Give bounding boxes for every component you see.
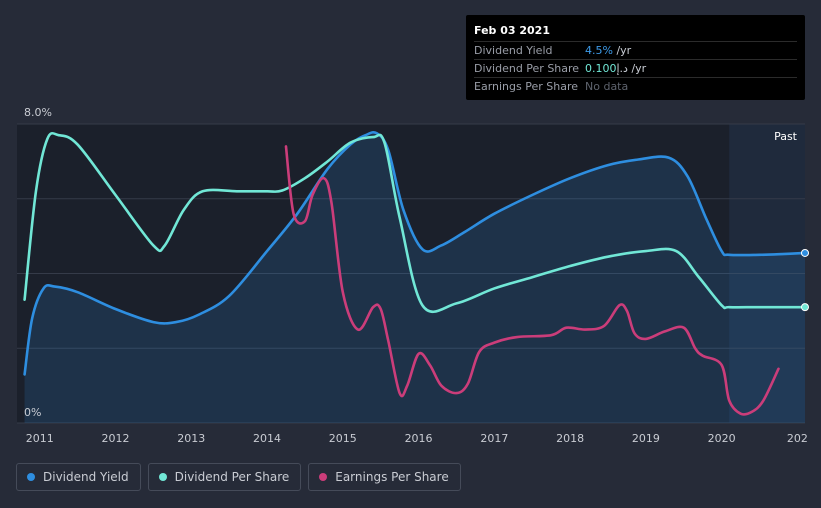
tooltip-label: Dividend Per Share (474, 62, 580, 75)
y-axis-labels: 8.0% 0% (24, 106, 52, 419)
legend-earnings-per-share[interactable]: Earnings Per Share (308, 463, 461, 491)
y-tick-label-top: 8.0% (24, 106, 52, 119)
x-tick-label: 2019 (632, 432, 660, 445)
x-tick-label: 2011 (26, 432, 54, 445)
tooltip-row-dividend-per-share: Dividend Per Share 0.100د.إ /yr (474, 59, 797, 77)
x-axis-labels: 2011 2012 2013 2014 2015 2016 2017 2018 2019 2020… (26, 432, 808, 445)
tooltip-label: Earnings Per Share (474, 80, 579, 93)
legend-label: Dividend Yield (43, 470, 129, 484)
dividend-yield-end-marker (801, 248, 809, 257)
dividend-yield-unit: /yr (612, 44, 632, 57)
past-label: Past (774, 130, 798, 143)
x-tick-label: 2015 (329, 432, 357, 445)
legend-dividend-yield[interactable]: Dividend Yield (16, 463, 141, 491)
legend-label: Earnings Per Share (335, 470, 449, 484)
series-end-markers (801, 248, 809, 312)
legend-dividend-per-share[interactable]: Dividend Per Share (147, 463, 302, 491)
dividend-yield-line (23, 131, 807, 376)
dividend-per-share-end-marker (801, 303, 809, 312)
legend-dot-icon (319, 473, 328, 481)
x-tick-label: 202 (787, 432, 808, 445)
tooltip-label: Dividend Yield (474, 44, 553, 57)
x-tick-label: 2017 (480, 432, 508, 445)
series-lines (23, 131, 807, 416)
x-tick-label: 2016 (405, 432, 433, 445)
x-tick-label: 2013 (177, 432, 205, 445)
tooltip-row-earnings-per-share: Earnings Per Share No data (474, 77, 797, 95)
hover-tooltip: Feb 03 2021 Dividend Yield 4.5% /yr Divi… (466, 15, 805, 100)
chart-legend: Dividend Yield Dividend Per Share Earnin… (16, 463, 461, 491)
y-tick-label-bottom: 0% (24, 406, 41, 419)
tooltip-row-dividend-yield: Dividend Yield 4.5% /yr (474, 41, 797, 59)
legend-dot-icon (158, 473, 167, 481)
x-tick-label: 2012 (102, 432, 130, 445)
x-tick-label: 2020 (708, 432, 736, 445)
dividend-yield-value: 4.5% (585, 44, 613, 57)
tooltip-value: 4.5% /yr (585, 44, 631, 57)
dividend-per-share-line (23, 131, 807, 314)
x-tick-label: 2018 (556, 432, 584, 445)
dividend-yield-area (24, 132, 806, 423)
x-tick-label: 2014 (253, 432, 281, 445)
legend-dot-icon (27, 473, 35, 481)
tooltip-value: No data (585, 80, 629, 93)
tooltip-value: 0.100د.إ /yr (585, 62, 646, 75)
legend-label: Dividend Per Share (174, 470, 290, 484)
series-fills (24, 132, 806, 423)
tooltip-date: Feb 03 2021 (474, 24, 550, 37)
dividend-per-share-value: 0.100 (585, 62, 617, 75)
dividend-per-share-unit: د.إ /yr (616, 62, 647, 75)
earnings-per-share-line (284, 145, 780, 416)
